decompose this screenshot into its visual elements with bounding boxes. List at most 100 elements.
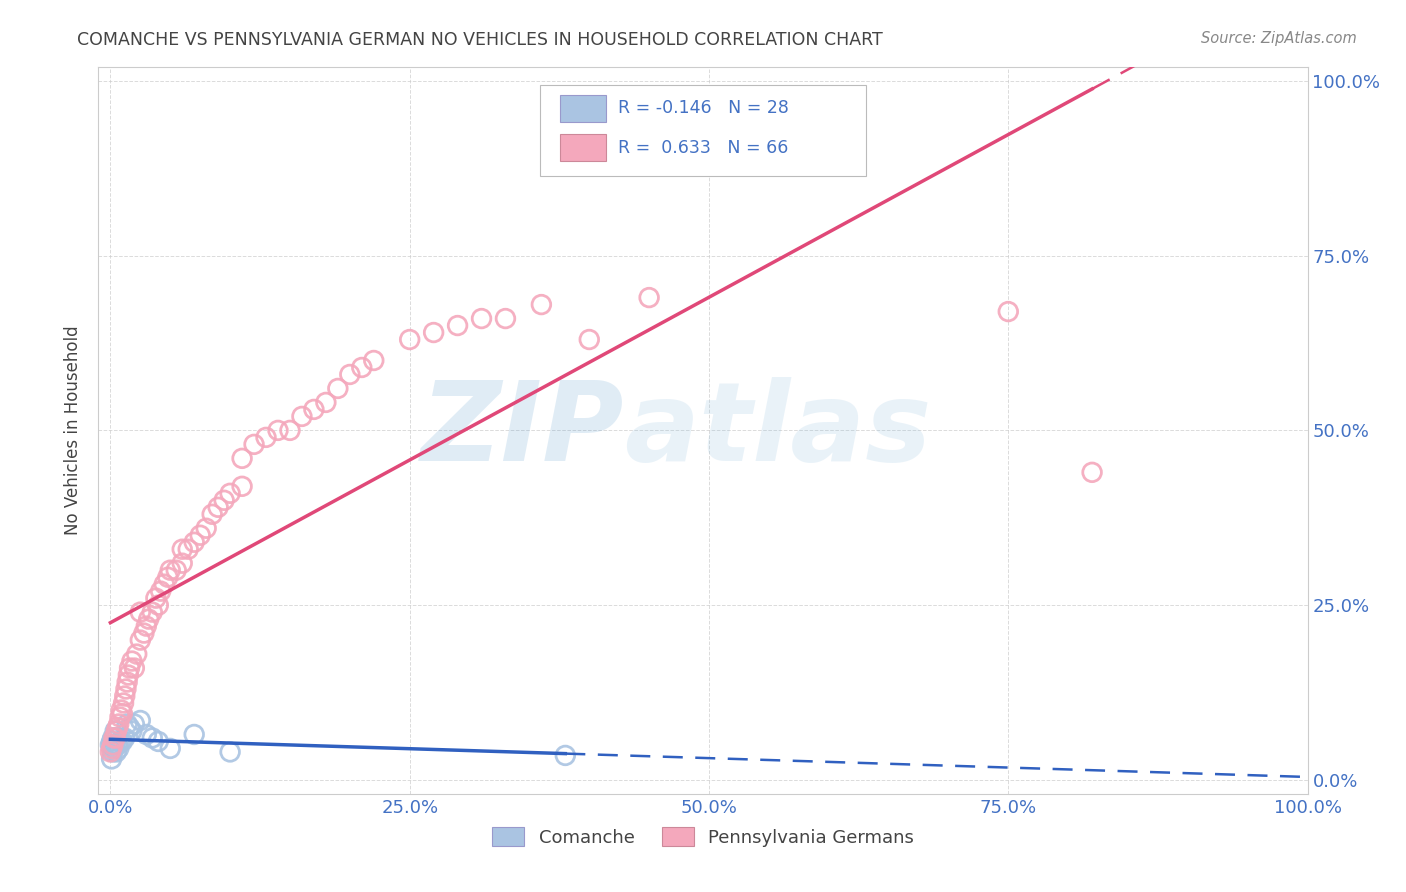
Point <box>350 360 373 375</box>
Point <box>219 486 242 500</box>
Point <box>129 633 152 648</box>
Point <box>141 605 163 619</box>
Point <box>107 721 129 735</box>
Text: ZIP: ZIP <box>420 377 624 483</box>
Point <box>141 731 163 745</box>
Point <box>132 626 155 640</box>
Text: Source: ZipAtlas.com: Source: ZipAtlas.com <box>1201 31 1357 46</box>
Point <box>145 591 167 606</box>
Point <box>183 727 205 741</box>
Point <box>100 734 122 748</box>
Point <box>148 734 170 748</box>
Text: R = -0.146   N = 28: R = -0.146 N = 28 <box>619 99 789 118</box>
Point <box>398 333 420 347</box>
Point <box>291 409 314 424</box>
Point <box>124 717 146 731</box>
Point <box>153 577 176 591</box>
Point <box>172 542 194 557</box>
Point <box>207 500 229 515</box>
Point <box>315 395 337 409</box>
Point <box>231 451 253 466</box>
Point <box>339 368 361 382</box>
Point <box>108 734 131 748</box>
Point <box>103 731 125 745</box>
Point <box>422 326 444 340</box>
Point <box>302 402 325 417</box>
Point <box>1081 466 1104 480</box>
Point <box>578 333 600 347</box>
Point <box>114 731 136 745</box>
Point <box>121 723 143 738</box>
Point <box>105 723 128 738</box>
Point <box>554 748 576 763</box>
Point <box>118 721 141 735</box>
Point <box>115 681 138 696</box>
Point <box>138 612 160 626</box>
Point <box>117 668 139 682</box>
Bar <box>561 134 606 161</box>
Point <box>267 424 290 438</box>
Point <box>183 535 205 549</box>
Point <box>107 741 129 756</box>
Point <box>129 714 152 728</box>
Point <box>114 689 136 703</box>
Point <box>172 556 194 570</box>
Text: COMANCHE VS PENNSYLVANIA GERMAN NO VEHICLES IN HOUSEHOLD CORRELATION CHART: COMANCHE VS PENNSYLVANIA GERMAN NO VEHIC… <box>77 31 883 49</box>
Point <box>105 745 128 759</box>
Point <box>177 542 200 557</box>
Point <box>107 717 129 731</box>
Point <box>149 584 172 599</box>
Point <box>231 479 253 493</box>
Point <box>530 297 553 311</box>
Point <box>101 738 124 752</box>
Point <box>108 710 131 724</box>
Point <box>100 752 122 766</box>
Point <box>118 661 141 675</box>
Point <box>159 741 181 756</box>
Point <box>101 745 124 759</box>
Point <box>188 528 211 542</box>
Point <box>112 696 135 710</box>
Point <box>100 741 122 756</box>
Point <box>129 605 152 619</box>
Text: R =  0.633   N = 66: R = 0.633 N = 66 <box>619 138 789 157</box>
Point <box>115 717 138 731</box>
Point <box>111 706 134 721</box>
Point <box>125 647 148 661</box>
Point <box>156 570 179 584</box>
Point <box>135 727 157 741</box>
FancyBboxPatch shape <box>540 85 866 176</box>
Point <box>243 437 266 451</box>
Point <box>495 311 517 326</box>
Point <box>110 703 132 717</box>
Y-axis label: No Vehicles in Household: No Vehicles in Household <box>65 326 83 535</box>
Point <box>104 738 127 752</box>
Point <box>278 424 301 438</box>
Point <box>103 731 125 745</box>
Point <box>107 738 129 752</box>
Point <box>124 661 146 675</box>
Point <box>105 731 128 745</box>
Point <box>212 493 235 508</box>
Point <box>111 734 134 748</box>
Point <box>219 745 242 759</box>
Point <box>254 430 277 444</box>
Point <box>100 738 122 752</box>
Point <box>104 723 127 738</box>
Point <box>148 598 170 612</box>
Text: atlas: atlas <box>624 377 932 483</box>
Point <box>103 741 125 756</box>
Point <box>100 745 122 759</box>
Point <box>115 675 138 690</box>
Point <box>165 563 187 577</box>
Point <box>101 731 124 745</box>
Point <box>201 508 224 522</box>
Point <box>363 353 385 368</box>
Point <box>470 311 492 326</box>
Bar <box>561 95 606 122</box>
Point <box>104 731 127 745</box>
Point <box>446 318 468 333</box>
Point <box>326 381 349 395</box>
Point <box>135 619 157 633</box>
Point <box>997 304 1019 318</box>
